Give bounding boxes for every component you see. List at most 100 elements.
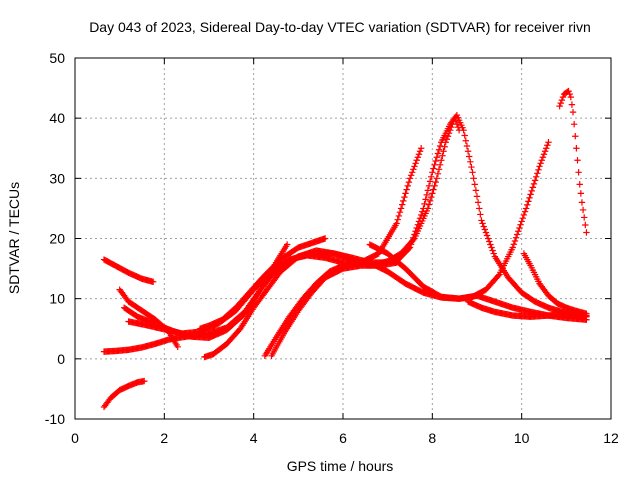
data-point bbox=[490, 250, 497, 257]
data-point bbox=[407, 241, 415, 248]
data-point bbox=[515, 228, 522, 235]
data-point bbox=[524, 201, 531, 209]
data-point bbox=[406, 175, 414, 182]
x-axis-label: GPS time / hours bbox=[287, 458, 394, 474]
data-point bbox=[487, 241, 494, 248]
data-point bbox=[527, 191, 534, 198]
data-point bbox=[529, 184, 537, 191]
data-point bbox=[440, 148, 447, 155]
data-point bbox=[401, 193, 408, 201]
data-point bbox=[141, 377, 148, 385]
data-point bbox=[521, 208, 529, 215]
data-point bbox=[283, 241, 291, 248]
data-point bbox=[526, 194, 533, 202]
data-point bbox=[520, 211, 528, 219]
data-point bbox=[430, 165, 437, 172]
data-point bbox=[405, 245, 413, 252]
data-point bbox=[436, 142, 444, 150]
data-point bbox=[559, 93, 567, 101]
data-point bbox=[462, 137, 470, 144]
y-tick-label: 10 bbox=[49, 291, 65, 307]
data-point bbox=[514, 231, 521, 238]
data-point bbox=[405, 178, 413, 186]
data-point bbox=[482, 229, 490, 236]
series-track-1 bbox=[100, 256, 157, 286]
data-point bbox=[430, 186, 437, 193]
data-point bbox=[441, 143, 448, 150]
data-point bbox=[572, 133, 579, 140]
data-point bbox=[486, 238, 493, 245]
data-point bbox=[422, 196, 429, 203]
data-point bbox=[476, 205, 483, 212]
data-point bbox=[557, 99, 564, 107]
data-point bbox=[394, 216, 401, 223]
data-point bbox=[537, 160, 544, 167]
y-tick-label: 0 bbox=[57, 351, 65, 367]
series-track-10 bbox=[268, 259, 400, 360]
series-track-13 bbox=[520, 250, 590, 317]
data-point bbox=[420, 205, 427, 212]
data-point bbox=[421, 200, 428, 208]
data-point bbox=[429, 169, 436, 176]
data-point bbox=[434, 170, 442, 178]
data-point bbox=[396, 208, 404, 216]
data-point bbox=[411, 231, 418, 238]
data-point bbox=[517, 221, 524, 228]
data-point bbox=[419, 208, 426, 215]
data-point bbox=[465, 153, 473, 160]
data-point bbox=[433, 175, 440, 182]
data-point bbox=[403, 186, 410, 193]
data-point bbox=[410, 234, 417, 241]
data-point bbox=[426, 197, 434, 205]
data-point bbox=[439, 152, 446, 159]
data-point bbox=[574, 157, 581, 164]
data-point bbox=[429, 190, 436, 197]
data-point bbox=[565, 87, 572, 95]
data-point bbox=[424, 187, 432, 194]
data-point bbox=[536, 163, 543, 170]
data-point bbox=[558, 96, 566, 104]
data-point bbox=[582, 221, 589, 229]
data-point bbox=[409, 237, 416, 245]
data-point bbox=[398, 201, 406, 208]
data-layer bbox=[100, 87, 590, 411]
data-point bbox=[534, 170, 541, 177]
data-point bbox=[425, 182, 433, 190]
data-point bbox=[412, 160, 419, 167]
data-point bbox=[470, 175, 477, 182]
data-point bbox=[516, 224, 523, 232]
data-point bbox=[413, 224, 420, 232]
data-point bbox=[410, 166, 417, 173]
data-point bbox=[464, 148, 472, 155]
x-tick-label: 6 bbox=[339, 430, 347, 446]
data-point bbox=[393, 220, 400, 227]
data-point bbox=[428, 173, 435, 181]
data-point bbox=[453, 120, 461, 128]
data-point bbox=[443, 136, 451, 143]
data-point bbox=[530, 180, 538, 188]
data-point bbox=[583, 310, 590, 317]
data-point bbox=[578, 199, 586, 206]
data-point bbox=[409, 169, 416, 176]
data-point bbox=[402, 190, 409, 197]
data-point bbox=[543, 145, 550, 152]
series-track-3 bbox=[100, 377, 148, 411]
series-track-2 bbox=[100, 139, 552, 355]
data-point bbox=[483, 232, 491, 239]
data-point bbox=[510, 241, 518, 248]
data-point bbox=[431, 182, 438, 190]
data-point bbox=[426, 178, 434, 185]
data-point bbox=[425, 201, 433, 208]
data-point bbox=[472, 187, 480, 194]
data-point bbox=[484, 235, 492, 242]
data-point bbox=[404, 182, 411, 190]
x-tick-label: 2 bbox=[160, 430, 168, 446]
data-point bbox=[575, 169, 582, 176]
data-point bbox=[479, 220, 486, 227]
data-point bbox=[522, 205, 530, 212]
data-point bbox=[406, 244, 414, 251]
data-point bbox=[579, 206, 587, 214]
data-point bbox=[400, 197, 407, 205]
data-point bbox=[469, 169, 476, 176]
